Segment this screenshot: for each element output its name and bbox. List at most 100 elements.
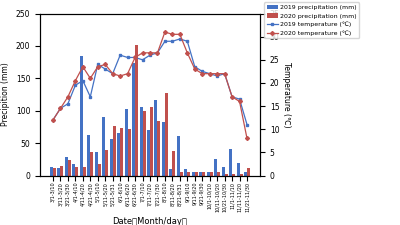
- X-axis label: Date（Month/day）: Date（Month/day）: [112, 217, 188, 225]
- 2020 temperature (℃): [88, 77, 93, 80]
- Bar: [162, 122, 165, 176]
- Bar: [117, 133, 120, 176]
- Bar: [236, 162, 240, 176]
- Line: 2019 temperature (℃): 2019 temperature (℃): [52, 38, 248, 126]
- Bar: [50, 167, 53, 176]
- 2020 temperature (℃): [95, 65, 100, 68]
- Bar: [244, 172, 247, 176]
- Bar: [154, 100, 158, 176]
- Bar: [225, 174, 228, 176]
- Bar: [72, 164, 75, 176]
- Bar: [87, 135, 90, 176]
- 2019 temperature (℃): [222, 72, 227, 75]
- 2020 temperature (℃): [185, 52, 190, 54]
- Bar: [210, 172, 213, 176]
- Bar: [172, 151, 175, 176]
- Bar: [102, 117, 105, 176]
- Bar: [98, 164, 101, 176]
- Bar: [140, 108, 142, 176]
- Bar: [142, 111, 146, 176]
- Bar: [202, 172, 205, 176]
- 2019 temperature (℃): [162, 40, 167, 43]
- Bar: [177, 136, 180, 176]
- Bar: [147, 130, 150, 176]
- Bar: [217, 172, 220, 176]
- 2019 temperature (℃): [178, 38, 182, 40]
- Bar: [195, 172, 198, 176]
- 2019 temperature (℃): [73, 84, 78, 87]
- 2019 temperature (℃): [215, 75, 220, 77]
- 2019 temperature (℃): [245, 123, 250, 126]
- 2020 temperature (℃): [155, 52, 160, 54]
- Bar: [180, 172, 183, 176]
- 2019 temperature (℃): [148, 54, 152, 56]
- Bar: [165, 92, 168, 176]
- 2020 temperature (℃): [207, 72, 212, 75]
- 2019 temperature (℃): [118, 54, 122, 56]
- 2020 temperature (℃): [58, 107, 63, 110]
- 2019 temperature (℃): [237, 98, 242, 101]
- 2020 temperature (℃): [170, 33, 175, 36]
- 2019 temperature (℃): [133, 56, 138, 59]
- Bar: [80, 56, 83, 176]
- Bar: [158, 121, 160, 176]
- Bar: [170, 169, 172, 176]
- 2019 temperature (℃): [110, 72, 115, 75]
- 2019 temperature (℃): [50, 119, 55, 121]
- 2019 temperature (℃): [95, 63, 100, 66]
- Bar: [105, 150, 108, 176]
- 2019 temperature (℃): [207, 72, 212, 75]
- Bar: [187, 172, 190, 176]
- Bar: [240, 174, 242, 176]
- 2019 temperature (℃): [185, 40, 190, 43]
- Bar: [60, 166, 64, 176]
- 2020 temperature (℃): [215, 72, 220, 75]
- 2019 temperature (℃): [192, 65, 197, 68]
- 2020 temperature (℃): [178, 33, 182, 36]
- 2020 temperature (℃): [73, 79, 78, 82]
- 2019 temperature (℃): [88, 95, 93, 98]
- 2020 temperature (℃): [140, 52, 145, 54]
- 2020 temperature (℃): [80, 65, 85, 68]
- 2020 temperature (℃): [148, 52, 152, 54]
- 2020 temperature (℃): [237, 100, 242, 103]
- Bar: [65, 157, 68, 176]
- Bar: [192, 172, 195, 176]
- Bar: [113, 126, 116, 176]
- Bar: [247, 168, 250, 176]
- Bar: [58, 168, 60, 176]
- Y-axis label: Precipition (mm): Precipition (mm): [1, 63, 10, 126]
- Bar: [207, 172, 210, 176]
- 2019 temperature (℃): [155, 52, 160, 54]
- Y-axis label: Temperature (℃): Temperature (℃): [282, 62, 290, 127]
- 2020 temperature (℃): [192, 68, 197, 70]
- 2020 temperature (℃): [66, 95, 70, 98]
- 2019 temperature (℃): [125, 56, 130, 59]
- 2020 temperature (℃): [133, 56, 138, 59]
- 2019 temperature (℃): [103, 68, 108, 70]
- Bar: [232, 173, 235, 176]
- 2020 temperature (℃): [110, 72, 115, 75]
- 2020 temperature (℃): [162, 31, 167, 33]
- 2020 temperature (℃): [230, 95, 234, 98]
- 2020 temperature (℃): [222, 72, 227, 75]
- 2019 temperature (℃): [80, 79, 85, 82]
- Bar: [95, 151, 98, 176]
- Bar: [150, 108, 153, 176]
- 2020 temperature (℃): [245, 137, 250, 140]
- Bar: [214, 159, 217, 176]
- Bar: [125, 109, 128, 176]
- 2019 temperature (℃): [230, 95, 234, 98]
- 2019 temperature (℃): [140, 58, 145, 61]
- 2019 temperature (℃): [58, 107, 63, 110]
- Bar: [199, 172, 202, 176]
- 2019 temperature (℃): [170, 40, 175, 43]
- Bar: [184, 169, 187, 176]
- Legend: 2019 precipitation (mm), 2020 precipitation (mm), 2019 temperature (℃), 2020 tem: 2019 precipitation (mm), 2020 precipitat…: [264, 2, 359, 38]
- Bar: [222, 167, 225, 176]
- 2020 temperature (℃): [50, 119, 55, 121]
- Line: 2020 temperature (℃): 2020 temperature (℃): [52, 31, 248, 140]
- Bar: [135, 45, 138, 175]
- Bar: [53, 168, 56, 176]
- 2019 temperature (℃): [66, 102, 70, 105]
